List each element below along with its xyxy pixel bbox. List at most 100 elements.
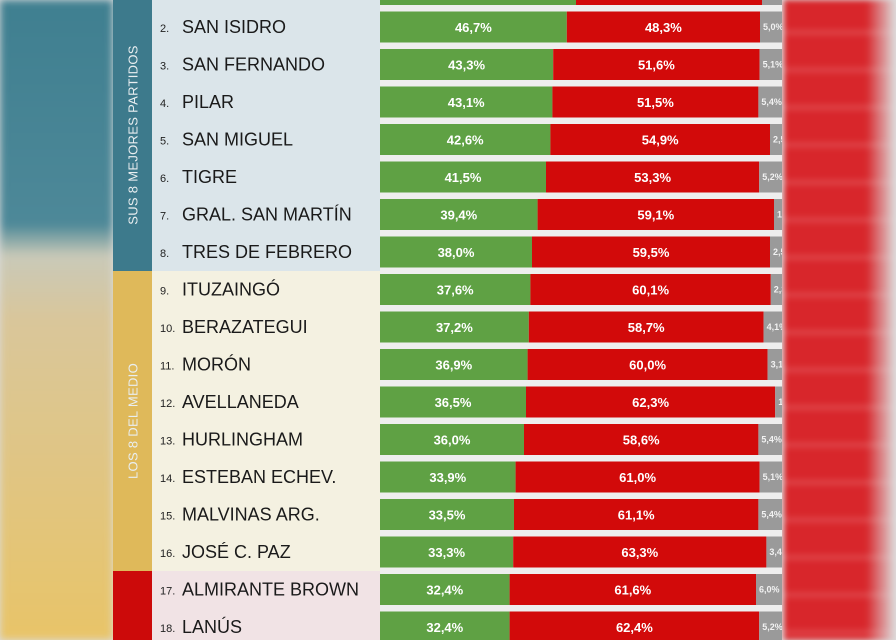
bar-segment-gray bbox=[770, 236, 782, 268]
bar-segment-red bbox=[526, 386, 776, 418]
category-label: GRAL. SAN MARTÍN bbox=[182, 205, 352, 225]
data-label: 32,4% bbox=[426, 583, 463, 598]
rank-label: 2. bbox=[160, 23, 169, 35]
bar-segment-green bbox=[380, 611, 510, 640]
data-label: 60,0% bbox=[629, 358, 666, 373]
bar-segment-gray bbox=[763, 311, 782, 343]
category-label: TRES DE FEBRERO bbox=[182, 242, 352, 262]
data-label: 33,5% bbox=[429, 508, 466, 523]
data-label: 43,1% bbox=[448, 95, 485, 110]
bar-segment-red bbox=[514, 499, 759, 530]
bar-segment-red bbox=[537, 199, 774, 230]
bar-segment-green bbox=[380, 311, 529, 343]
bar-segment-gray bbox=[774, 199, 782, 230]
data-label: 37,6% bbox=[437, 283, 474, 298]
data-label: 2,3% bbox=[774, 285, 795, 295]
data-label: 33,3% bbox=[428, 545, 465, 560]
bar-segment-gray bbox=[770, 124, 782, 155]
category-label: LANÚS bbox=[182, 616, 242, 637]
category-label: JOSÉ C. PAZ bbox=[182, 542, 291, 562]
data-label: 37,2% bbox=[436, 320, 473, 335]
category-label: MORÓN bbox=[182, 354, 251, 375]
rank-label: 18. bbox=[160, 623, 175, 635]
data-label: 62,3% bbox=[632, 395, 669, 410]
bar-segment-red bbox=[524, 424, 759, 455]
bar-segment-green bbox=[380, 461, 516, 493]
bar-segment-gray bbox=[760, 11, 782, 43]
data-label: 39,4% bbox=[440, 208, 477, 223]
rank-label: 9. bbox=[160, 286, 169, 298]
data-label: 61,0% bbox=[619, 470, 656, 485]
data-label: 41,5% bbox=[445, 170, 482, 185]
bar-segment-red bbox=[528, 311, 764, 343]
bar-segment-gray bbox=[759, 161, 782, 193]
data-label: 5,1% bbox=[763, 60, 784, 70]
bar-segment-red bbox=[546, 161, 760, 193]
data-label: 60,1% bbox=[632, 283, 669, 298]
data-label: 61,6% bbox=[614, 583, 651, 598]
category-label: BERAZATEGUI bbox=[182, 317, 308, 337]
bar-segment-gray bbox=[767, 349, 782, 380]
bar-segment-green bbox=[380, 499, 514, 530]
label-panel-best bbox=[152, 0, 380, 271]
bar-segment-green bbox=[380, 124, 551, 155]
data-label: 58,7% bbox=[628, 320, 665, 335]
bar-segment-green bbox=[380, 86, 553, 118]
partial-row-segment bbox=[576, 0, 762, 5]
data-label: 3,1% bbox=[771, 360, 792, 370]
data-label: 6,0% bbox=[759, 585, 780, 595]
data-label: 63,3% bbox=[621, 545, 658, 560]
category-label: PILAR bbox=[182, 92, 234, 112]
rank-label: 5. bbox=[160, 136, 169, 148]
group-band-best: SUS 8 MEJORES PARTIDOS bbox=[113, 0, 152, 271]
data-label: 5,2% bbox=[762, 622, 783, 632]
rank-label: 11. bbox=[160, 361, 174, 373]
data-label: 5,4% bbox=[761, 510, 782, 520]
bar-segment-red bbox=[532, 236, 770, 268]
data-label: 1,2% bbox=[778, 397, 799, 407]
data-label: 48,3% bbox=[645, 20, 682, 35]
rank-label: 3. bbox=[160, 61, 169, 73]
data-label: 59,5% bbox=[633, 245, 670, 260]
blurred-background-right bbox=[784, 0, 896, 640]
data-label: 3,4% bbox=[769, 547, 790, 557]
category-label: MALVINAS ARG. bbox=[182, 505, 320, 525]
rank-label: 4. bbox=[160, 98, 169, 110]
bar-segment-green bbox=[380, 349, 528, 380]
data-label: 5,1% bbox=[763, 472, 784, 482]
data-label: 5,0% bbox=[763, 22, 784, 32]
bar-segment-gray bbox=[759, 49, 782, 80]
data-label: 43,3% bbox=[448, 58, 485, 73]
bar-segment-green bbox=[380, 161, 546, 193]
rank-label: 12. bbox=[160, 398, 175, 410]
category-label: AVELLANEDA bbox=[182, 392, 299, 412]
bar-segment-green bbox=[380, 11, 567, 43]
data-label: 36,5% bbox=[435, 395, 472, 410]
bar-segment-red bbox=[509, 611, 760, 640]
data-label: 36,9% bbox=[435, 358, 472, 373]
bar-segment-green bbox=[380, 199, 538, 230]
data-label: 54,9% bbox=[642, 133, 679, 148]
group-band-middle: LOS 8 DEL MEDIO bbox=[113, 270, 152, 571]
bar-segment-green bbox=[380, 236, 532, 268]
rank-label: 17. bbox=[160, 586, 175, 598]
bar-segment-green bbox=[380, 386, 526, 418]
bar-segment-gray bbox=[759, 461, 782, 493]
data-label: 5,4% bbox=[761, 435, 782, 445]
data-label: 46,7% bbox=[455, 20, 492, 35]
bar-segment-green bbox=[380, 274, 531, 305]
bar-segment-green bbox=[380, 424, 524, 455]
category-label: ITUZAINGÓ bbox=[182, 279, 280, 300]
data-label: 2,5% bbox=[773, 247, 794, 257]
data-label: 36,0% bbox=[434, 433, 471, 448]
group-band-worst bbox=[113, 570, 152, 640]
category-label: SAN ISIDRO bbox=[182, 17, 286, 37]
bar-segment-gray bbox=[775, 386, 782, 418]
bar-segment-red bbox=[566, 11, 760, 43]
data-label: 62,4% bbox=[616, 620, 653, 635]
rank-label: 15. bbox=[160, 511, 175, 523]
bar-segment-gray bbox=[758, 86, 782, 118]
bar-segment-green bbox=[380, 49, 554, 80]
rank-label: 7. bbox=[160, 211, 169, 223]
